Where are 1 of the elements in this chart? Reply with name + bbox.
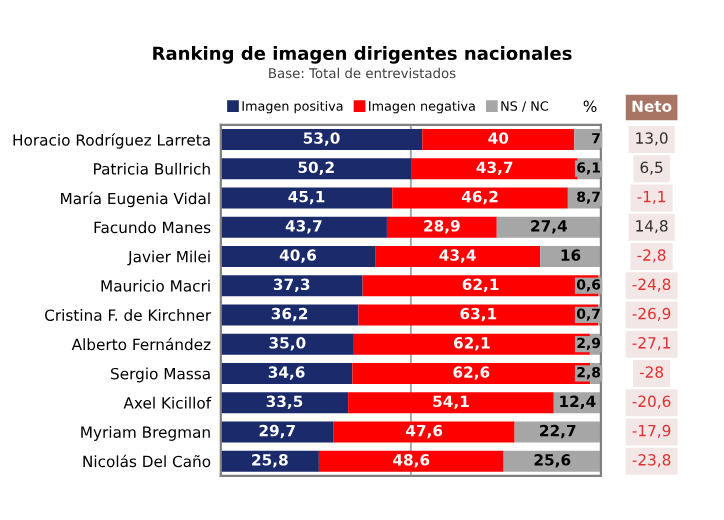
chart-title: Ranking de imagen dirigentes nacionales xyxy=(153,46,572,64)
